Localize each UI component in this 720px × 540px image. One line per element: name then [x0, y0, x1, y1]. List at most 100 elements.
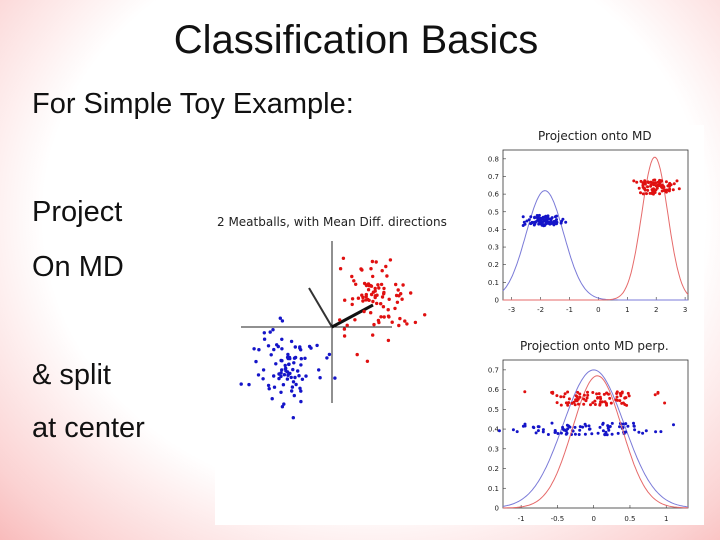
- projected-point-red: [598, 395, 602, 399]
- projected-point-red: [614, 398, 618, 402]
- projected-point-blue: [581, 425, 585, 429]
- projected-point-blue: [587, 424, 591, 428]
- scatter-point-red: [338, 318, 342, 322]
- x-tick-label: -1: [566, 306, 573, 314]
- y-tick-label: 0.1: [488, 485, 499, 493]
- body-line-on-md: On MD: [32, 251, 124, 283]
- projection-md-perp-title: Projection onto MD perp.: [520, 339, 669, 353]
- scatter-point-blue: [269, 353, 273, 357]
- projected-point-blue: [598, 425, 602, 429]
- projected-point-blue: [534, 431, 538, 435]
- projected-point-blue: [556, 432, 560, 435]
- projected-point-red: [576, 390, 580, 394]
- projected-point-red: [619, 394, 623, 398]
- scatter-point-red: [367, 298, 371, 302]
- scatter-point-blue: [282, 402, 286, 406]
- projected-point-blue: [561, 425, 565, 429]
- scatter-point-blue: [252, 347, 256, 351]
- y-tick-label: 0.5: [488, 208, 499, 216]
- projected-point-red: [639, 179, 643, 183]
- projected-point-blue: [603, 433, 607, 436]
- scatter-point-blue: [266, 344, 271, 348]
- scatter-point-red: [387, 297, 391, 301]
- projection-md-title: Projection onto MD: [538, 129, 652, 143]
- scatter-point-red: [360, 293, 364, 297]
- projected-point-red: [653, 393, 657, 397]
- scatter-point-blue: [282, 373, 287, 377]
- scatter-point-red: [382, 290, 386, 295]
- scatter-point-blue: [279, 390, 283, 394]
- projected-point-red: [632, 179, 636, 183]
- projected-point-red: [595, 392, 599, 396]
- scatter-point-blue: [280, 368, 284, 372]
- scatter-point-red: [423, 313, 427, 317]
- projected-point-red: [645, 192, 648, 196]
- projected-point-red: [672, 182, 676, 186]
- scatter-point-red: [345, 323, 349, 327]
- scatter-point-blue: [283, 363, 287, 368]
- scatter-point-red: [374, 260, 378, 264]
- projected-point-red: [653, 190, 657, 193]
- projected-point-red: [675, 179, 679, 183]
- projected-point-red: [596, 396, 600, 399]
- projected-point-blue: [607, 428, 611, 432]
- projected-point-red: [668, 187, 672, 191]
- scatter-point-red: [354, 282, 358, 286]
- projected-point-blue: [573, 432, 577, 436]
- scatter-point-red: [396, 288, 400, 292]
- projected-point-red: [555, 401, 559, 405]
- projected-point-blue: [565, 431, 569, 435]
- figure-svg: 2 Meatballs, with Mean Diff. directions …: [217, 129, 689, 523]
- projected-point-blue: [541, 430, 545, 434]
- scatter-point-blue: [280, 337, 284, 341]
- scatter-point-blue: [333, 376, 337, 380]
- scatter-point-red: [364, 298, 368, 302]
- x-tick-label: 3: [683, 306, 687, 314]
- projection-md-plot: Projection onto MD -3 -2 -1 0 1 2 3 0 0.1 0.2 0.3 0…: [488, 129, 689, 314]
- projected-point-blue: [604, 430, 608, 434]
- y-tick-label: 0.6: [488, 386, 500, 394]
- scatter-point-blue: [254, 359, 258, 364]
- scatter-point-red: [371, 333, 375, 337]
- scatter-point-blue: [291, 367, 295, 372]
- scatter-point-red: [385, 274, 389, 278]
- projected-point-red: [598, 402, 602, 406]
- scatter-point-red: [369, 292, 374, 297]
- scatter-point-blue: [303, 356, 307, 360]
- scatter-point-blue: [272, 347, 276, 352]
- scatter-point-blue: [299, 357, 303, 361]
- projected-point-blue: [564, 220, 568, 224]
- scatter-point-red: [364, 294, 368, 299]
- scatter-point-red: [371, 274, 375, 279]
- scatter-point-blue: [272, 374, 276, 378]
- projected-point-red: [654, 184, 658, 188]
- meatballs-scatter-plot: 2 Meatballs, with Mean Diff. directions: [217, 215, 447, 420]
- scatter-point-blue: [293, 345, 297, 349]
- y-tick-label: 0.7: [488, 366, 499, 374]
- projected-point-blue: [497, 429, 501, 433]
- projected-point-red: [650, 192, 654, 195]
- scatter-point-red: [360, 268, 364, 272]
- projected-point-blue: [641, 431, 645, 435]
- scatter-point-blue: [318, 376, 322, 380]
- projected-point-red: [677, 187, 681, 191]
- scatter-point-blue: [280, 405, 285, 409]
- projected-point-red: [615, 395, 619, 399]
- scatter-point-red: [342, 327, 347, 331]
- projected-point-blue: [550, 421, 554, 425]
- scatter-point-red: [394, 282, 398, 287]
- scatter-points: [239, 256, 427, 420]
- density-curve-red: [503, 156, 689, 301]
- scatter-point-blue: [286, 352, 290, 357]
- scatter-point-red: [403, 319, 407, 323]
- projected-point-red: [602, 392, 606, 396]
- scatter-point-red: [386, 314, 391, 318]
- projected-point-blue: [626, 424, 630, 428]
- projected-point-blue: [521, 215, 525, 219]
- projected-point-red: [573, 403, 577, 407]
- projected-point-blue: [632, 421, 635, 425]
- projected-point-blue: [588, 427, 592, 431]
- projected-point-blue: [529, 215, 533, 219]
- scatter-point-blue: [292, 361, 296, 365]
- projected-point-red: [646, 188, 650, 192]
